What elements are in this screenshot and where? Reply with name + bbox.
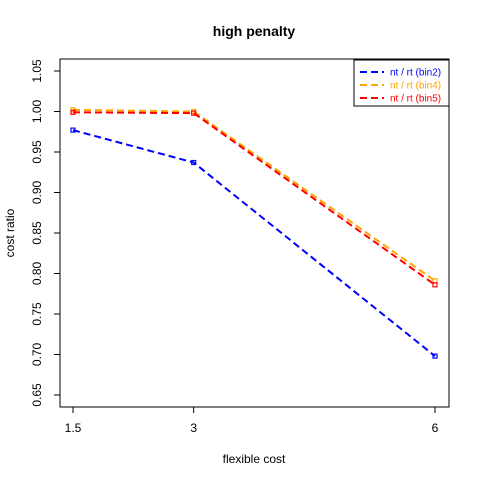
legend: nt / rt (bin2) nt / rt (bin4) nt / rt (bin… xyxy=(353,59,450,107)
x-axis-label: flexible cost xyxy=(223,452,286,466)
y-tick-label: 0.65 xyxy=(30,383,44,407)
y-tick-label: 0.95 xyxy=(30,140,44,164)
y-tick-label: 0.85 xyxy=(30,221,44,245)
legend-entry: nt / rt (bin2) xyxy=(390,68,441,79)
x-tick-label: 6 xyxy=(432,421,439,435)
legend-entry: nt / rt (bin5) xyxy=(390,94,441,105)
y-axis-label: cost ratio xyxy=(3,208,17,257)
data-point xyxy=(70,109,76,115)
data-point xyxy=(432,353,438,359)
data-point xyxy=(432,282,438,288)
data-point xyxy=(191,159,197,166)
x-tick-label: 3 xyxy=(190,421,197,435)
data-point xyxy=(70,127,76,133)
series-3 xyxy=(70,109,438,288)
series-layer xyxy=(70,107,438,359)
y-tick-label: 0.70 xyxy=(30,342,44,366)
y-tick-label: 0.75 xyxy=(30,302,44,326)
y-tick-label: 0.80 xyxy=(30,261,44,285)
x-axis: 1.5 3 6 xyxy=(65,407,439,435)
chart-title: high penalty xyxy=(213,23,296,39)
y-tick-label: 1.05 xyxy=(30,59,44,83)
legend-entry: nt / rt (bin4) xyxy=(390,81,441,92)
data-point xyxy=(191,110,197,116)
y-tick-label: 1.00 xyxy=(30,99,44,123)
series-line xyxy=(72,111,436,286)
y-tick-label: 0.90 xyxy=(30,180,44,204)
series-line xyxy=(72,129,436,357)
series-1 xyxy=(70,127,438,359)
y-axis: 0.65 0.70 0.75 0.80 0.85 0.90 0.95 1.00 1.05 xyxy=(30,59,60,407)
series-line xyxy=(72,108,436,282)
legend-box xyxy=(353,59,450,107)
x-tick-label: 1.5 xyxy=(65,421,82,435)
series-2 xyxy=(70,107,438,284)
